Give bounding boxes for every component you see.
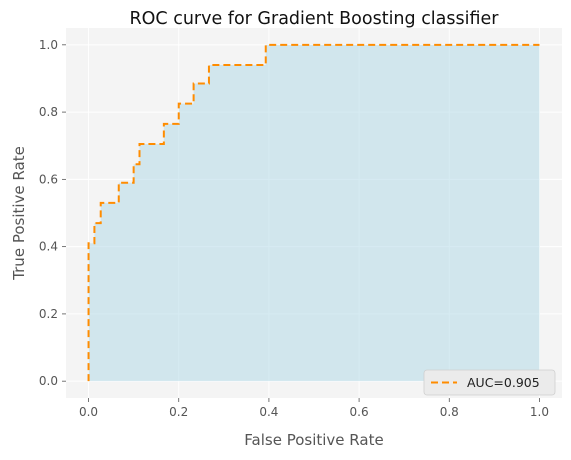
x-axis-ticks: 0.0 0.2 0.4 0.6 0.8 1.0	[79, 398, 549, 419]
x-tick-label: 0.6	[350, 405, 369, 419]
y-tick-label: 0.8	[39, 105, 58, 119]
legend-label: AUC=0.905	[467, 375, 540, 390]
x-axis-label: False Positive Rate	[244, 431, 383, 449]
y-axis-label: True Positive Rate	[10, 146, 28, 281]
x-tick-label: 1.0	[530, 405, 549, 419]
chart-title: ROC curve for Gradient Boosting classifi…	[130, 9, 500, 29]
x-tick-label: 0.2	[169, 405, 188, 419]
x-tick-label: 0.0	[79, 405, 98, 419]
y-tick-label: 0.6	[39, 172, 58, 186]
y-tick-label: 0.4	[39, 240, 58, 254]
y-tick-label: 0.2	[39, 307, 58, 321]
x-tick-label: 0.8	[440, 405, 459, 419]
legend: AUC=0.905	[424, 370, 555, 395]
x-tick-label: 0.4	[259, 405, 278, 419]
y-tick-label: 0.0	[39, 374, 58, 388]
y-axis-ticks: 0.0 0.2 0.4 0.6 0.8 1.0	[39, 38, 66, 388]
y-tick-label: 1.0	[39, 38, 58, 52]
